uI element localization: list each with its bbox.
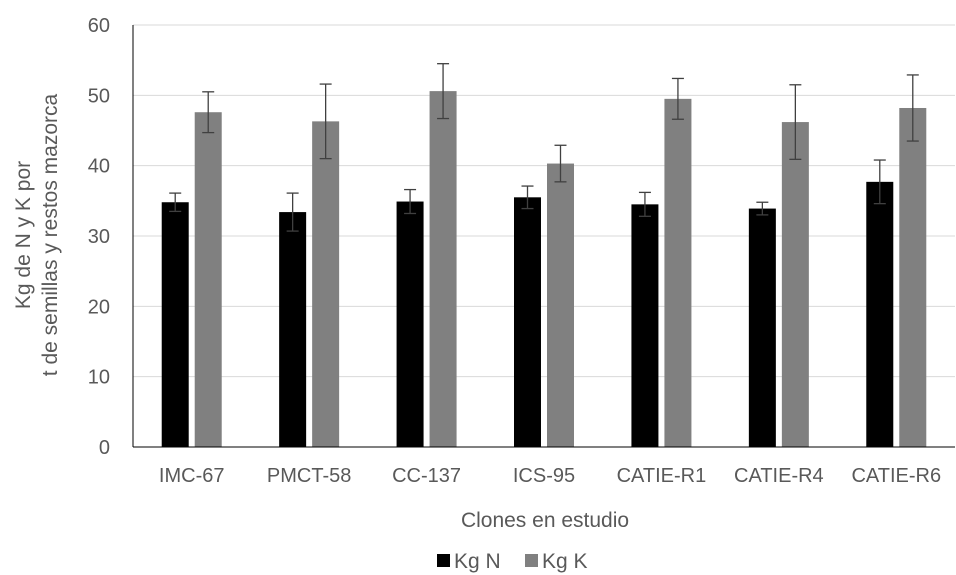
bar-n-catie-r4 [748, 208, 776, 447]
y-axis-title-line-1: Kg de N y K por [12, 161, 35, 309]
bar-n-catie-r6 [866, 181, 894, 448]
gridlines [133, 24, 955, 378]
bars [161, 91, 927, 448]
bar-k-cc-137 [429, 91, 457, 447]
bar-n-ics-95 [514, 197, 541, 447]
y-tick-label: 50 [88, 85, 110, 107]
bar-n-catie-r1 [631, 204, 659, 447]
y-axis-title-line-2: t de semillas y restos mazorca [39, 93, 62, 376]
bar-k-catie-r6 [899, 107, 927, 447]
legend-swatch-n [437, 554, 450, 567]
bar-n-cc-137 [396, 201, 424, 447]
x-tick-label: ICS-95 [513, 465, 575, 487]
legend: Kg N Kg K [437, 550, 588, 573]
x-tick-labels: IMC-67 PMCT-58 CC-137 ICS-95 CATIE-R1 CATIE-R… [159, 465, 941, 487]
bar-k-imc-67 [194, 112, 222, 448]
bar-n-imc-67 [161, 202, 189, 447]
y-tick-labels: 0 10 20 30 40 50 60 [88, 15, 110, 459]
y-tick-label: 60 [88, 15, 110, 37]
legend-swatch-k [525, 554, 538, 567]
bar-k-ics-95 [547, 163, 574, 447]
x-tick-label: CC-137 [392, 465, 461, 487]
x-tick-label: IMC-67 [159, 465, 225, 487]
x-axis-title: Clones en estudio [461, 509, 629, 532]
bar-k-pmct-58 [312, 121, 340, 448]
y-tick-label: 40 [88, 156, 110, 178]
bar-k-catie-r1 [664, 98, 692, 447]
x-tick-label: PMCT-58 [267, 465, 351, 487]
legend-label-k: Kg K [542, 550, 588, 573]
legend-label-n: Kg N [454, 550, 501, 573]
bar-k-catie-r4 [781, 122, 809, 447]
y-tick-label: 0 [99, 437, 110, 459]
axes [132, 25, 955, 448]
x-tick-label: CATIE-R4 [734, 465, 824, 487]
y-tick-label: 20 [88, 296, 110, 318]
bar-n-pmct-58 [279, 212, 307, 447]
y-tick-label: 30 [88, 226, 110, 248]
error-bars [169, 63, 919, 232]
y-tick-label: 10 [88, 367, 110, 389]
x-tick-label: CATIE-R1 [617, 465, 707, 487]
x-tick-label: CATIE-R6 [851, 465, 941, 487]
